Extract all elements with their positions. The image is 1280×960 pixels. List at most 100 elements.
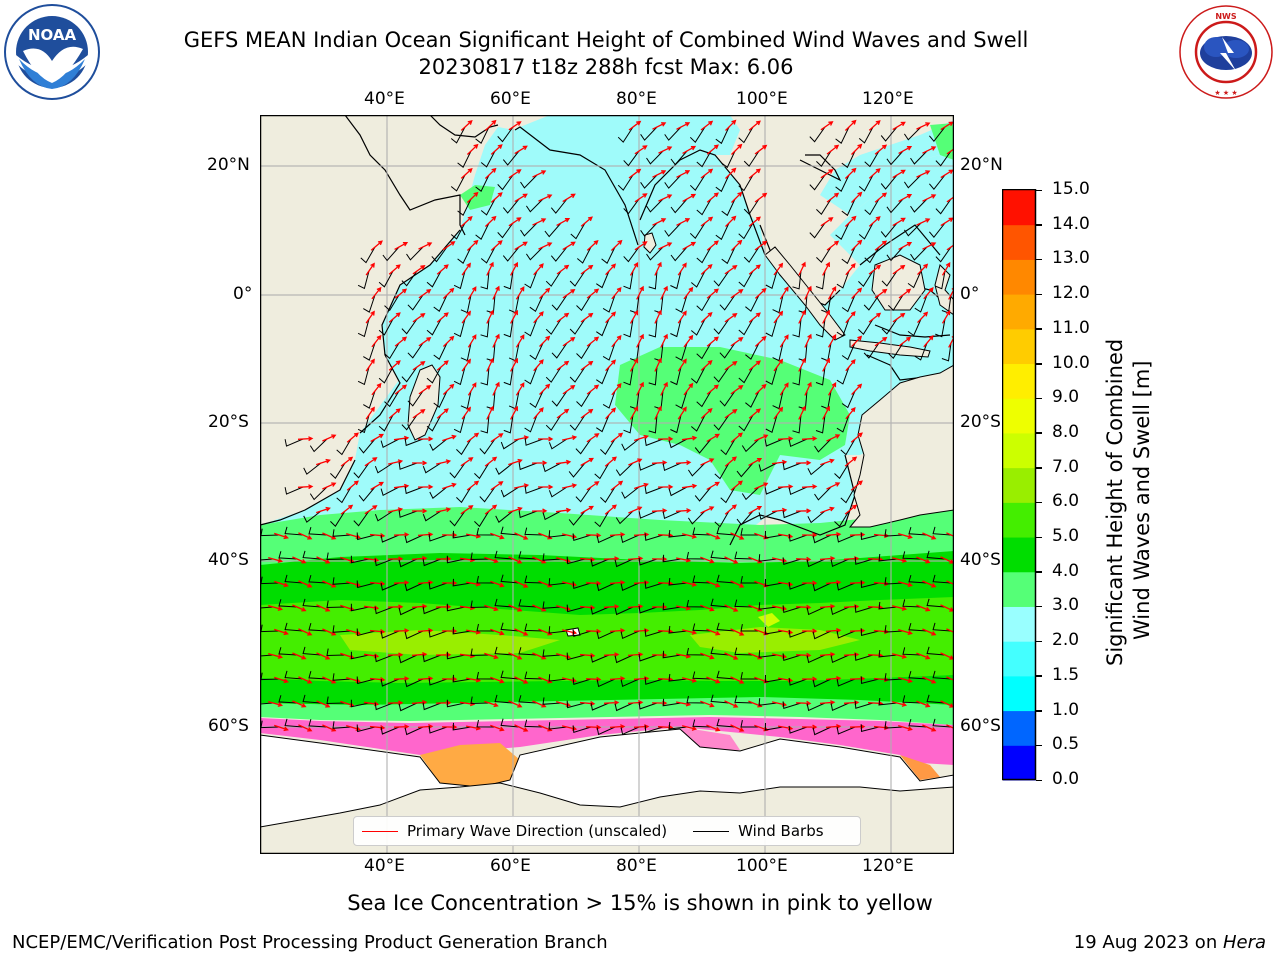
wind-barb [719, 390, 736, 407]
wind-barb [614, 606, 634, 616]
wind-barb [525, 246, 544, 261]
wind-barb [812, 534, 832, 544]
wind-barb [696, 294, 712, 312]
wave-direction-arrow [725, 215, 737, 227]
wind-barb [738, 126, 754, 144]
wind-barb [686, 551, 706, 560]
wind-barb [812, 630, 832, 640]
wind-barb [623, 198, 640, 215]
colorbar-tick-label: 15.0 [1052, 179, 1090, 199]
wave-direction-arrow [892, 169, 906, 179]
wind-barb [815, 318, 826, 338]
wave-direction-arrow [916, 556, 931, 564]
wind-barb [692, 671, 712, 680]
wind-barb [694, 438, 712, 454]
colorbar-cell [1003, 606, 1036, 642]
wave-direction-arrow [724, 604, 739, 612]
wave-direction-arrow [555, 459, 572, 465]
wave-direction-arrow [460, 215, 473, 227]
wind-barb [907, 318, 922, 337]
wind-barb [714, 462, 730, 480]
wind-barb [690, 318, 706, 336]
wave-direction-arrow [844, 456, 858, 467]
wave-direction-arrow [556, 218, 571, 226]
wave-direction-arrow [730, 532, 745, 540]
colorbar-tick-label: 13.0 [1052, 248, 1090, 269]
wind-barb [360, 246, 376, 264]
wave-direction-arrow [510, 261, 518, 276]
wave-direction-arrow [700, 168, 714, 179]
wave-direction-arrow [748, 264, 761, 275]
wave-direction-arrow [340, 504, 354, 515]
wind-barb [788, 582, 808, 590]
legend-item-wave-direction: Primary Wave Direction (unscaled) [362, 822, 667, 840]
wind-barb [782, 701, 802, 710]
colorbar-tick-mark [1036, 640, 1042, 643]
wave-direction-arrow [393, 483, 410, 489]
nws-logo: NWS ★ ★ ★ [1176, 3, 1276, 101]
wind-barb [809, 222, 826, 239]
wind-barb [428, 629, 448, 638]
wind-barb [886, 150, 904, 166]
wind-barb [518, 551, 538, 560]
wave-direction-arrow [700, 120, 714, 131]
wind-barb [716, 526, 736, 536]
wave-direction-arrow [779, 382, 789, 396]
wind-barb [357, 270, 370, 290]
wind-barb [474, 462, 490, 480]
colorbar-cell [1003, 745, 1036, 781]
colorbar-tick-mark [1036, 675, 1042, 677]
wave-direction-arrow [442, 482, 457, 490]
wave-direction-arrow [754, 192, 768, 203]
wind-barb [668, 486, 688, 497]
wind-barb [935, 318, 946, 338]
wave-direction-arrow [611, 382, 622, 396]
wind-barb [884, 721, 904, 729]
wind-barb [878, 553, 898, 562]
wind-barb [429, 438, 448, 451]
wind-barb [914, 294, 928, 313]
wind-barb [428, 533, 448, 542]
wave-direction-arrow [922, 724, 937, 732]
wind-barb [841, 294, 856, 313]
wind-barb [452, 722, 472, 731]
wind-barb [572, 677, 592, 685]
wave-direction-arrow [868, 264, 882, 275]
wave-direction-arrow [538, 436, 554, 442]
wave-direction-arrow [748, 408, 761, 419]
wind-barb [644, 629, 664, 637]
wave-direction-arrow [292, 556, 307, 564]
wind-barb [743, 246, 760, 263]
wave-direction-arrow [486, 309, 494, 324]
wave-direction-arrow [436, 312, 449, 323]
wave-direction-arrow [700, 556, 715, 564]
wave-direction-arrow [700, 216, 714, 227]
colorbar-tick-label: 7.0 [1052, 456, 1080, 477]
wave-direction-arrow [466, 239, 479, 251]
wave-direction-arrow [393, 532, 410, 538]
wind-barb [764, 438, 784, 447]
wind-barb [422, 654, 442, 663]
wind-barb [494, 646, 514, 656]
wind-barb [380, 630, 400, 639]
wind-barb [433, 390, 448, 408]
wind-barb [398, 558, 418, 568]
legend-label-wave-direction: Primary Wave Direction (unscaled) [407, 822, 668, 840]
wind-barb [858, 222, 874, 240]
wave-direction-arrow [515, 382, 525, 396]
wave-direction-arrow [370, 433, 384, 443]
wave-direction-arrow [629, 262, 639, 276]
colorbar-tick-mark [1036, 189, 1042, 191]
wind-barb [908, 670, 928, 680]
wind-barb [721, 150, 736, 169]
wind-barb [932, 526, 952, 536]
wind-barb [457, 150, 472, 168]
wind-barb [332, 721, 352, 729]
colorbar-tick-mark [1036, 363, 1042, 365]
wave-direction-arrow [412, 460, 428, 466]
wind-barb [456, 486, 472, 504]
wind-barb [836, 726, 856, 735]
wind-barb [841, 342, 856, 361]
wind-barb [734, 695, 754, 704]
wave-direction-arrow [562, 289, 576, 299]
